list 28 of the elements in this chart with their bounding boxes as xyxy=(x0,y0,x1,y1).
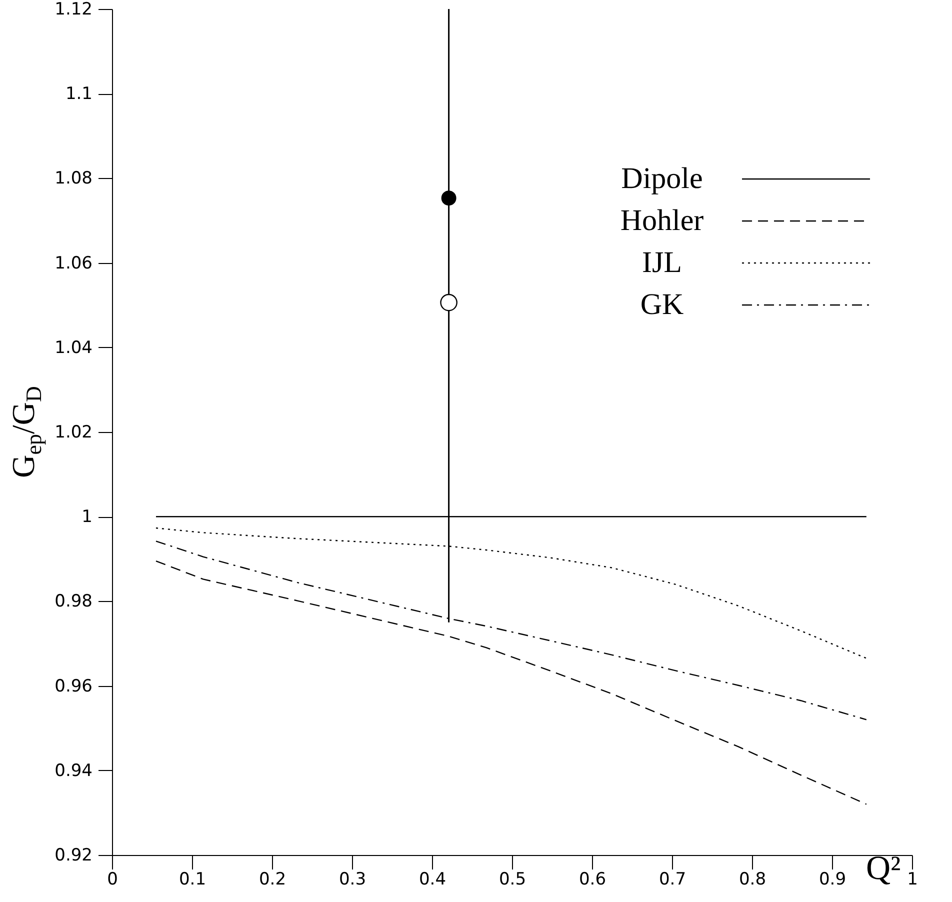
x-tick-label: 1 xyxy=(907,870,918,890)
y-tick-label: 1.04 xyxy=(54,338,92,358)
legend-label: GK xyxy=(640,288,684,321)
x-tick-label: 0.4 xyxy=(418,870,446,890)
y-tick-label: 1.02 xyxy=(54,422,92,442)
line-series xyxy=(155,560,867,805)
x-tick-label: 0.7 xyxy=(658,870,686,890)
y-tick-label: 1 xyxy=(82,507,92,528)
y-tick-label: 0.98 xyxy=(54,592,92,612)
x-tick-label: 0.1 xyxy=(178,870,206,890)
y-tick-label: 0.92 xyxy=(54,846,92,866)
y-tick-label: 1.06 xyxy=(54,253,92,274)
legend-label: IJL xyxy=(642,246,682,279)
y-tick-label: 1.08 xyxy=(54,168,92,189)
x-tick-label: 0.9 xyxy=(818,870,846,890)
legend-label: Dipole xyxy=(621,162,703,195)
x-tick-label: 0.5 xyxy=(498,870,526,890)
x-tick-label: 0 xyxy=(107,870,118,890)
x-tick-label: 0.8 xyxy=(738,870,766,890)
x-tick-label: 0.3 xyxy=(338,870,366,890)
y-tick-label: 1.1 xyxy=(65,84,92,104)
y-tick-label: 0.94 xyxy=(54,760,92,781)
y-tick-label: 0.96 xyxy=(54,676,92,696)
legend-label: Hohler xyxy=(620,204,704,237)
y-tick-label: 1.12 xyxy=(54,0,92,20)
x-axis-title: Q² xyxy=(866,850,901,888)
x-tick-label: 0.6 xyxy=(578,870,606,890)
x-tick-label: 0.2 xyxy=(258,870,286,890)
